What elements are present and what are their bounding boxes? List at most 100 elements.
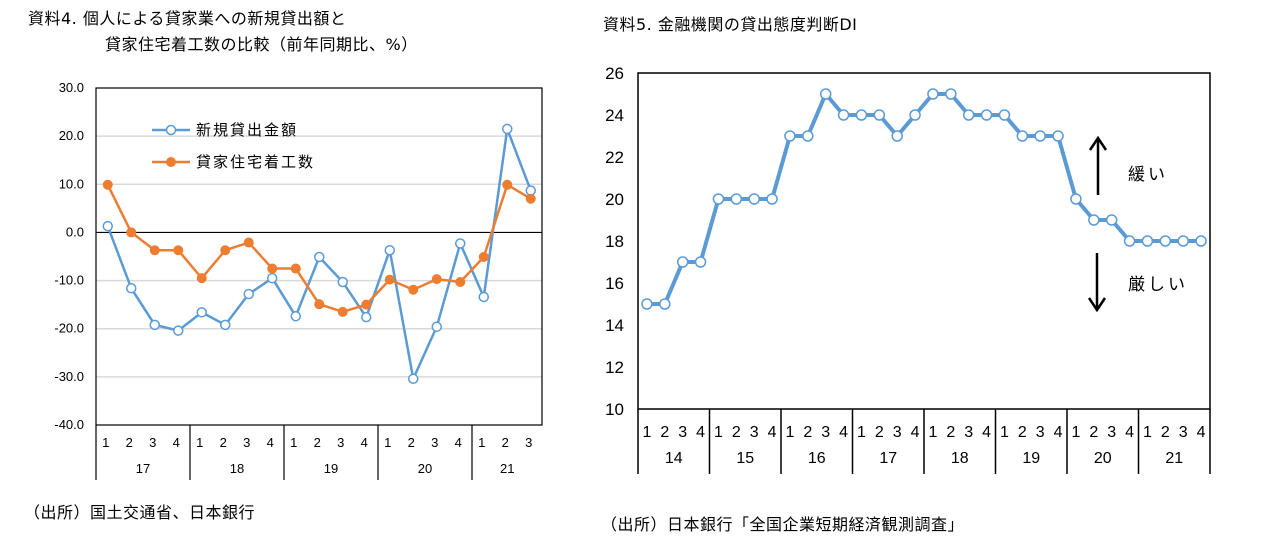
data-point <box>525 193 536 204</box>
x-quarter-label: 3 <box>821 424 830 441</box>
data-point <box>314 251 325 263</box>
data-point <box>1195 235 1207 247</box>
y-tick-label: 24 <box>605 106 624 125</box>
x-year-label: 21 <box>1165 450 1183 467</box>
y-tick-label: -40.0 <box>54 417 84 432</box>
data-point <box>980 109 993 121</box>
right-chart-source: （出所）日本銀行「全国企業短期経済観測調査」 <box>601 515 965 534</box>
data-point <box>220 319 231 331</box>
data-point <box>1052 130 1064 142</box>
x-quarter-label: 3 <box>525 435 532 450</box>
x-quarter-label: 4 <box>267 435 274 450</box>
x-quarter-label: 1 <box>857 424 866 441</box>
data-point <box>1034 130 1046 142</box>
x-quarter-label: 4 <box>911 424 920 441</box>
data-point <box>676 256 689 268</box>
x-quarter-label: 3 <box>243 435 250 450</box>
y-tick-label: 20.0 <box>59 128 84 143</box>
y-tick-label: 14 <box>605 316 624 335</box>
x-quarter-label: 3 <box>964 424 973 441</box>
left-chart-source: （出所）国土交通省、日本銀行 <box>24 503 256 522</box>
data-point <box>267 263 278 274</box>
data-point <box>173 325 184 336</box>
legend-marker-filled-circle-icon <box>166 157 176 167</box>
x-quarter-label: 3 <box>149 435 156 450</box>
data-point <box>855 109 868 121</box>
data-point <box>102 179 113 190</box>
y-tick-label: 10 <box>605 400 624 419</box>
x-quarter-label: 1 <box>478 435 485 450</box>
x-quarter-label: 3 <box>893 424 902 441</box>
data-point <box>962 109 975 121</box>
y-tick-label: 12 <box>605 358 624 377</box>
plot-frame <box>95 87 543 426</box>
data-point <box>384 244 395 256</box>
series-housing-starts <box>102 179 536 317</box>
x-quarter-label: 1 <box>1071 424 1080 441</box>
x-year-label: 14 <box>665 450 683 467</box>
data-point <box>384 274 395 285</box>
x-quarter-label: 4 <box>839 424 848 441</box>
data-point <box>361 311 372 323</box>
y-tick-label: -30.0 <box>54 369 84 384</box>
data-point <box>478 291 489 303</box>
x-quarter-label: 2 <box>1089 424 1098 441</box>
right-chart-title: 資料5. 金融機関の貸出態度判断DI <box>603 15 858 34</box>
data-point <box>694 256 707 268</box>
data-point <box>873 109 886 121</box>
left-chart-title-line2: 貸家住宅着工数の比較（前年同期比、%） <box>105 35 418 54</box>
x-quarter-label: 4 <box>361 435 368 450</box>
x-quarter-label: 3 <box>1107 424 1116 441</box>
x-year-label: 20 <box>418 461 432 476</box>
data-point <box>173 245 184 256</box>
data-point <box>945 88 957 100</box>
data-point <box>730 193 743 205</box>
data-point <box>126 283 137 294</box>
x-quarter-label: 1 <box>384 435 391 450</box>
data-point <box>784 130 796 142</box>
x-quarter-label: 1 <box>785 424 794 441</box>
y-tick-label: 26 <box>605 64 624 83</box>
x-quarter-label: 2 <box>220 435 227 450</box>
data-point <box>337 306 348 317</box>
x-year-label: 19 <box>324 461 338 476</box>
annotation-loose: 緩い <box>1128 165 1168 185</box>
x-quarter-label: 2 <box>732 424 741 441</box>
data-point <box>149 245 160 256</box>
x-quarter-label: 1 <box>196 435 203 450</box>
data-point <box>1105 214 1118 226</box>
data-point <box>196 273 207 284</box>
x-quarter-label: 3 <box>431 435 438 450</box>
x-quarter-label: 4 <box>1054 424 1063 441</box>
y-tick-label: 10.0 <box>59 176 84 191</box>
x-quarter-label: 1 <box>1143 424 1152 441</box>
x-year-label: 18 <box>951 450 969 467</box>
data-point <box>819 88 832 100</box>
data-point <box>927 88 939 100</box>
data-point <box>455 277 466 288</box>
data-point <box>1141 235 1154 247</box>
x-quarter-label: 2 <box>875 424 884 441</box>
x-quarter-label: 2 <box>502 435 509 450</box>
legend-label: 貸家住宅着工数 <box>196 153 315 171</box>
x-year-label: 15 <box>736 450 754 467</box>
x-year-label: 16 <box>808 450 826 467</box>
left-chart-title-line1: 資料4. 個人による貸家業への新規貸出額と <box>28 9 347 28</box>
x-quarter-label: 1 <box>102 435 109 450</box>
data-point <box>408 284 419 295</box>
loan-vs-housing-starts-chart: 30.0 20.0 10.0 0.0 -10.0 -20.0 -30.0 -40.0 17 18 1… <box>54 80 543 480</box>
data-point <box>502 123 513 135</box>
data-point <box>267 272 278 284</box>
x-year-label: 19 <box>1022 450 1040 467</box>
data-point <box>802 130 814 142</box>
data-point <box>126 227 137 238</box>
x-quarter-label: 2 <box>803 424 812 441</box>
x-quarter-label: 2 <box>126 435 133 450</box>
x-year-label: 17 <box>879 450 897 467</box>
data-point <box>220 245 231 256</box>
data-point <box>766 193 778 205</box>
y-tick-label: 0.0 <box>66 224 84 239</box>
